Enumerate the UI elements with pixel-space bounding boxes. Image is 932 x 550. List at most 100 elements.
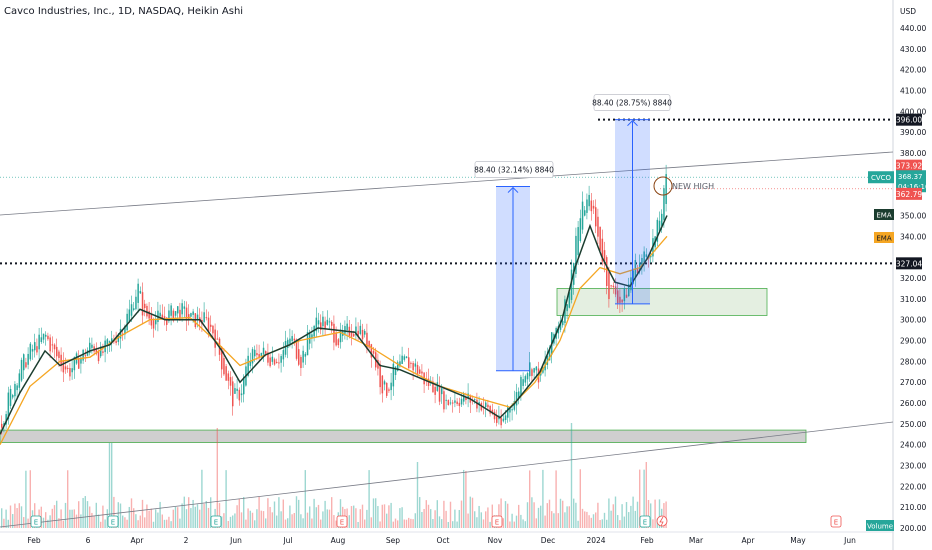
candle-body xyxy=(315,317,318,332)
volume-bar xyxy=(399,508,401,528)
volume-bar xyxy=(232,515,234,528)
volume-bar xyxy=(291,514,293,528)
candle-body xyxy=(86,350,89,356)
volume-bar xyxy=(256,509,258,528)
volume-bar xyxy=(304,470,306,528)
candle-body xyxy=(280,356,282,363)
candle-body xyxy=(236,388,238,391)
candle-body xyxy=(51,344,54,346)
candle-body xyxy=(548,349,551,361)
candle-body xyxy=(254,349,256,357)
volume-bar xyxy=(546,503,548,528)
volume-bar xyxy=(361,504,364,528)
candle-body xyxy=(137,283,139,303)
candle-body xyxy=(190,313,192,317)
candle-body xyxy=(621,299,623,303)
volume-bar xyxy=(51,508,53,528)
ema-slow-tag xyxy=(874,232,894,243)
volume-bar xyxy=(73,509,75,528)
upper-trend-line xyxy=(0,151,894,216)
x-tick-label: Feb xyxy=(640,536,654,545)
high-tag xyxy=(896,159,922,172)
candle-body xyxy=(185,307,188,321)
level-label: 327.04 xyxy=(896,259,922,268)
candle-body xyxy=(179,309,181,319)
y-tick-label: 400.00 xyxy=(900,107,926,116)
volume-bar xyxy=(12,514,14,528)
y-tick-label: 390.00 xyxy=(900,128,926,137)
volume-bar xyxy=(47,519,49,528)
volume-bar xyxy=(295,496,298,528)
volume-bar xyxy=(412,519,414,528)
candle-body xyxy=(339,329,342,343)
candle-body xyxy=(212,325,214,334)
volume-bar xyxy=(106,509,108,528)
x-tick-label: May xyxy=(790,536,806,545)
candle-body xyxy=(18,373,21,388)
volume-bar xyxy=(155,509,157,528)
volume-bar xyxy=(559,498,562,528)
volume-bar xyxy=(405,519,408,528)
candle-body xyxy=(632,270,634,284)
earnings-marker-label: E xyxy=(340,519,344,527)
low-tag xyxy=(896,187,922,200)
candle-body xyxy=(379,364,381,388)
volume-bar xyxy=(432,519,434,528)
candle-body xyxy=(34,342,36,351)
candle-body xyxy=(53,344,56,350)
volume-bar xyxy=(135,514,137,528)
candle-body xyxy=(262,347,265,355)
volume-bar xyxy=(93,515,95,528)
volume-bar xyxy=(240,512,243,528)
candle-body xyxy=(304,353,307,357)
volume-bar xyxy=(150,508,152,528)
candle-body xyxy=(214,329,216,348)
level-tag xyxy=(896,257,922,270)
volume-bar xyxy=(478,505,480,528)
time-axis[interactable]: Feb 6 Apr 2 Jun Jul Aug Sep Oct Nov Dec 2024 Feb Mar A… xyxy=(27,536,856,545)
candle-body xyxy=(463,393,465,402)
volume-bar xyxy=(265,518,267,528)
ema-fast-label: EMA xyxy=(876,212,891,220)
volume-bar xyxy=(588,515,590,528)
volume-bar xyxy=(34,503,36,528)
candle-body xyxy=(617,290,619,304)
volume-bar xyxy=(601,519,603,528)
candle-body xyxy=(476,399,478,409)
volume-bar xyxy=(62,520,64,528)
ticker-tag xyxy=(868,171,894,184)
candle-body xyxy=(36,346,38,353)
volume-bar xyxy=(126,519,128,528)
candle-body xyxy=(408,357,410,369)
volume-bar xyxy=(293,513,295,528)
candle-body xyxy=(564,299,566,324)
candle-body xyxy=(421,371,423,374)
volume-bar xyxy=(192,499,194,528)
volume-bar xyxy=(300,514,302,528)
candle-body xyxy=(45,334,47,337)
candle-body xyxy=(78,358,80,369)
candle-body xyxy=(320,322,322,330)
candle-body xyxy=(265,351,267,354)
volume-bar xyxy=(225,470,227,528)
candle-body xyxy=(1,423,3,428)
candle-body xyxy=(595,207,597,227)
volume-bars xyxy=(1,423,667,528)
currency-label: USD xyxy=(900,7,916,16)
candle-body xyxy=(282,350,285,360)
volume-bar xyxy=(177,507,179,528)
candle-body xyxy=(504,415,507,420)
candle-body xyxy=(434,386,436,395)
candle-body xyxy=(298,349,300,365)
volume-bar xyxy=(3,518,5,528)
volume-bar xyxy=(130,498,133,528)
support-zone xyxy=(556,288,768,316)
volume-bar xyxy=(597,502,599,528)
candle-body xyxy=(287,339,289,348)
x-tick-label: Sep xyxy=(386,536,400,545)
candle-body xyxy=(278,362,280,364)
volume-bar xyxy=(128,506,130,528)
x-tick-label: Nov xyxy=(488,536,503,545)
price-axis[interactable]: 440.00 430.00 420.00 410.00 400.00 390.00 380.… xyxy=(900,7,926,533)
